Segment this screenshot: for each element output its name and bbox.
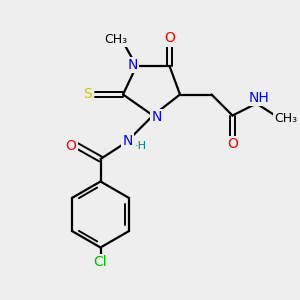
Text: N: N <box>128 58 138 72</box>
Text: O: O <box>164 32 175 45</box>
Text: O: O <box>66 139 76 152</box>
Text: CH₃: CH₃ <box>274 112 298 125</box>
Text: S: S <box>83 88 92 101</box>
Text: Cl: Cl <box>94 255 107 269</box>
Text: ·H: ·H <box>135 141 147 151</box>
Text: N: N <box>122 134 133 148</box>
Text: CH₃: CH₃ <box>104 33 127 46</box>
Text: NH: NH <box>248 91 269 105</box>
Text: N: N <box>152 110 162 124</box>
Text: O: O <box>227 137 238 151</box>
